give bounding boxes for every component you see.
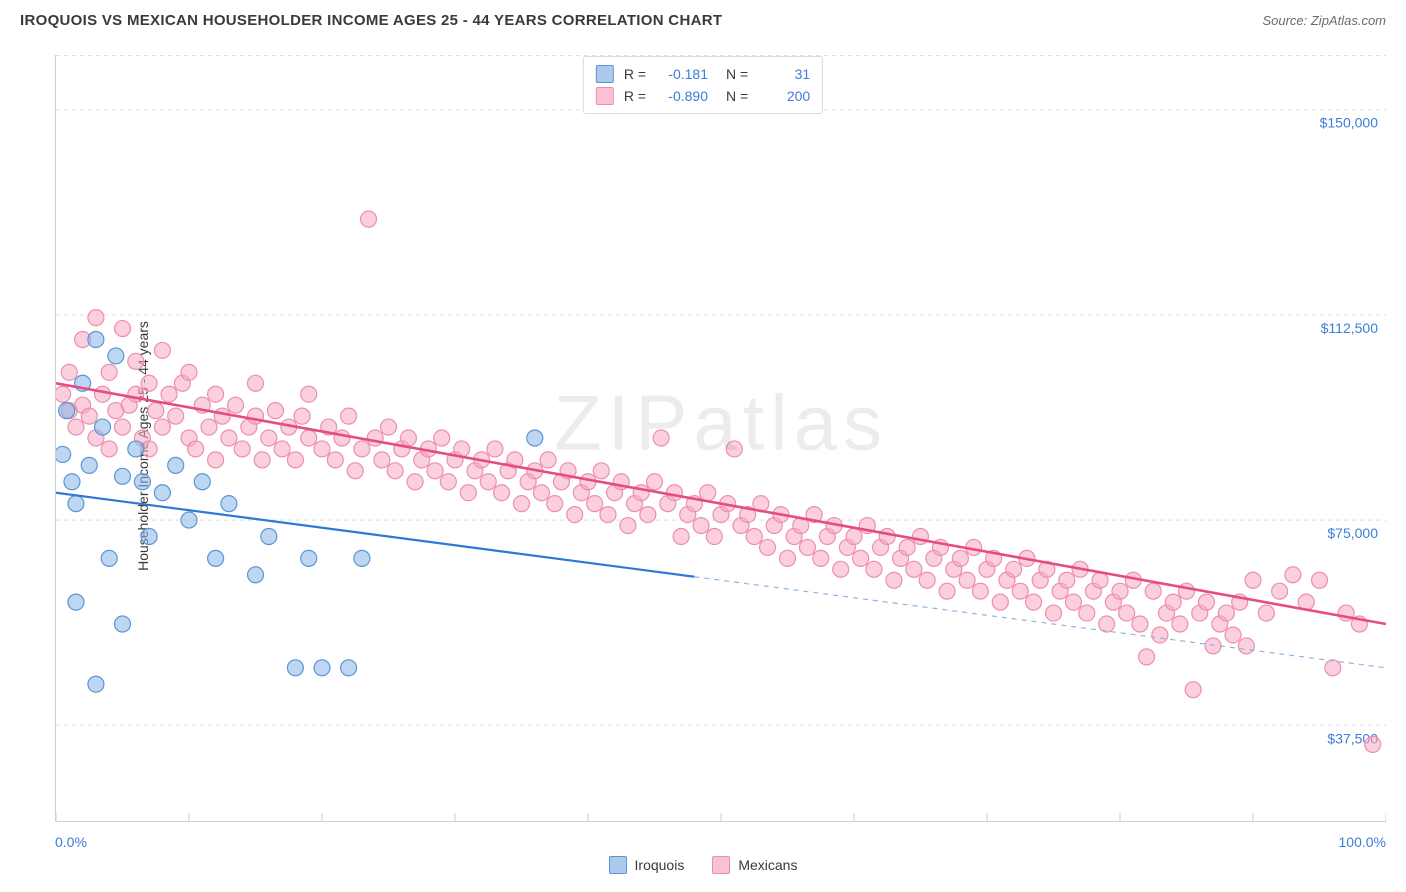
legend-label: Iroquois xyxy=(635,857,685,873)
x-axis-max-label: 100.0% xyxy=(1339,834,1386,850)
source-attribution: Source: ZipAtlas.com xyxy=(1262,13,1386,28)
legend-item: Mexicans xyxy=(712,856,797,874)
legend-swatch xyxy=(609,856,627,874)
n-label: N = xyxy=(726,63,748,85)
stats-row: R = -0.890 N = 200 xyxy=(596,85,810,107)
r-value: -0.181 xyxy=(656,63,708,85)
n-value: 31 xyxy=(758,63,810,85)
series-legend: Iroquois Mexicans xyxy=(0,856,1406,874)
legend-label: Mexicans xyxy=(738,857,797,873)
svg-text:$150,000: $150,000 xyxy=(1320,115,1379,131)
legend-swatch xyxy=(712,856,730,874)
legend-item: Iroquois xyxy=(609,856,685,874)
r-label: R = xyxy=(624,63,646,85)
correlation-stats-box: R = -0.181 N = 31 R = -0.890 N = 200 xyxy=(583,56,823,114)
r-label: R = xyxy=(624,85,646,107)
n-label: N = xyxy=(726,85,748,107)
n-value: 200 xyxy=(758,85,810,107)
x-axis-min-label: 0.0% xyxy=(55,834,87,850)
svg-text:$112,500: $112,500 xyxy=(1321,320,1379,336)
stats-swatch xyxy=(596,87,614,105)
stats-row: R = -0.181 N = 31 xyxy=(596,63,810,85)
chart-svg: $37,500$75,000$112,500$150,000 xyxy=(56,55,1386,821)
chart-plot-area: $37,500$75,000$112,500$150,000 ZIPatlas xyxy=(55,55,1386,822)
chart-title: IROQUOIS VS MEXICAN HOUSEHOLDER INCOME A… xyxy=(20,12,722,29)
stats-swatch xyxy=(596,65,614,83)
r-value: -0.890 xyxy=(656,85,708,107)
svg-text:$75,000: $75,000 xyxy=(1327,525,1378,541)
